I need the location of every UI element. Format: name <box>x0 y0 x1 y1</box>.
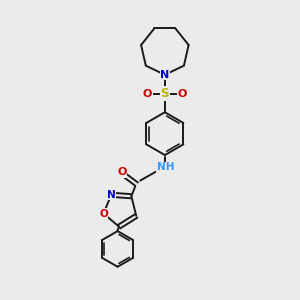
Text: S: S <box>160 87 169 100</box>
Text: O: O <box>117 167 127 177</box>
Text: NH: NH <box>157 162 174 172</box>
Text: O: O <box>143 88 152 98</box>
Text: O: O <box>99 208 108 219</box>
Text: O: O <box>177 88 187 98</box>
Text: N: N <box>107 190 116 200</box>
Text: N: N <box>160 70 170 80</box>
